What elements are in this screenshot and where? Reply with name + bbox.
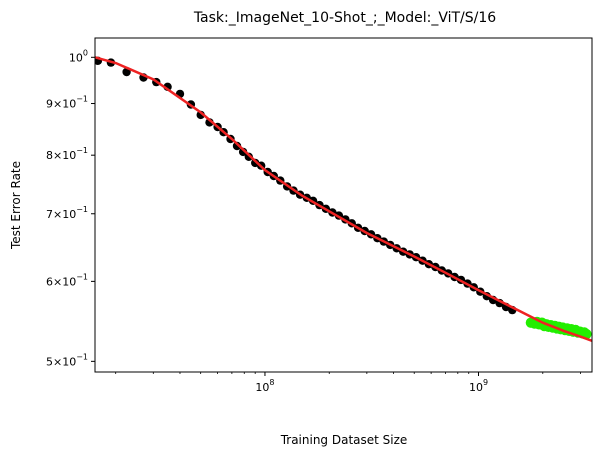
x-axis: 108 109 <box>115 372 581 394</box>
observed-point <box>238 147 248 157</box>
y-axis-label: Test Error Rate <box>9 161 23 250</box>
y-axis: 5×10−1 6×10−1 7×10−1 8×10−1 9×10−1 100 <box>46 48 95 368</box>
fit-line <box>95 56 592 342</box>
y-tick-label: 100 <box>69 48 88 64</box>
y-tick-label: 8×10−1 <box>46 146 88 162</box>
x-axis-label: Training Dataset Size <box>280 433 408 447</box>
y-tick-label: 9×10−1 <box>46 95 88 111</box>
y-tick-label: 7×10−1 <box>46 205 88 221</box>
chart-title: Task:_ImageNet_10-Shot_;_Model:_ViT/S/16 <box>193 10 496 26</box>
x-tick-label: 109 <box>469 378 488 394</box>
y-tick-label: 6×10−1 <box>46 272 88 288</box>
observed-point <box>244 152 253 161</box>
series-layer <box>95 56 592 342</box>
plot-frame <box>94 37 593 373</box>
observed-point <box>232 141 242 151</box>
y-tick-label: 5×10−1 <box>46 352 88 368</box>
x-tick-label: 108 <box>255 378 274 394</box>
